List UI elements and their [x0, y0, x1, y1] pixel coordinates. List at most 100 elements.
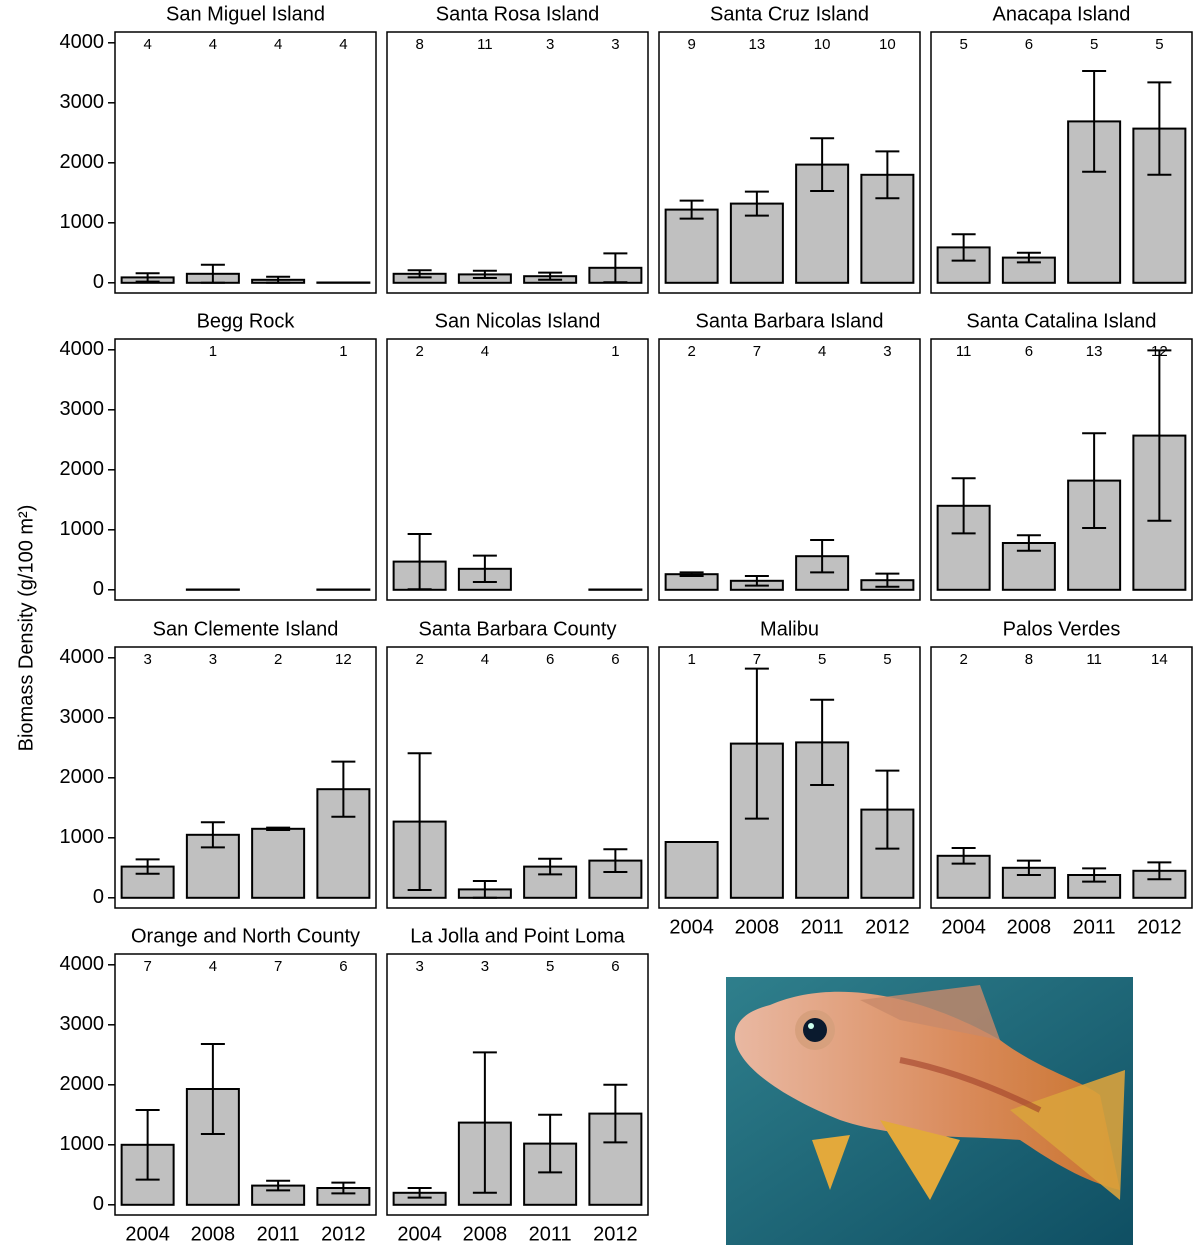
y-tick-label: 0 [93, 886, 104, 908]
count-label: 13 [749, 36, 766, 53]
y-tick-label: 4000 [60, 646, 105, 668]
count-label: 7 [143, 958, 151, 975]
x-tick-label: 2011 [1073, 916, 1116, 938]
count-label: 7 [274, 958, 282, 975]
count-label: 1 [209, 343, 217, 360]
count-label: 14 [1151, 651, 1168, 668]
count-label: 5 [883, 651, 891, 668]
x-tick-label: 2008 [1007, 916, 1052, 938]
figure: Biomass Density (g/100 m²) San Miguel Is… [0, 0, 1193, 1258]
count-label: 6 [611, 958, 619, 975]
count-label: 2 [415, 651, 423, 668]
y-tick-label: 2000 [60, 766, 105, 788]
count-label: 10 [814, 36, 831, 53]
y-tick-label: 4000 [60, 338, 105, 360]
x-tick-label: 2011 [529, 1223, 572, 1245]
panel-title: Santa Barbara Island [696, 310, 884, 332]
panel: Santa Barbara Island2743 [659, 310, 920, 600]
panel-title: Santa Rosa Island [436, 3, 599, 25]
count-label: 5 [546, 958, 554, 975]
y-tick-label: 1000 [60, 211, 105, 233]
x-tick-label: 2011 [801, 916, 844, 938]
bar [252, 829, 304, 898]
panel-title: Malibu [760, 618, 819, 640]
count-label: 5 [959, 36, 967, 53]
y-tick-label: 0 [93, 1193, 104, 1215]
y-tick-label: 3000 [60, 91, 105, 113]
fish-photo [726, 977, 1133, 1245]
count-label: 1 [687, 651, 695, 668]
y-tick-label: 4000 [60, 953, 105, 975]
count-label: 11 [477, 36, 493, 53]
bar [666, 842, 718, 898]
count-label: 3 [883, 343, 891, 360]
plot-frame [115, 339, 376, 600]
x-tick-label: 2008 [735, 916, 780, 938]
panel: Santa Barbara County2466 [387, 618, 648, 908]
count-label: 1 [339, 343, 347, 360]
count-label: 3 [611, 36, 619, 53]
count-label: 3 [209, 651, 217, 668]
panel-title: Santa Cruz Island [710, 3, 869, 25]
count-label: 11 [956, 343, 972, 360]
count-label: 8 [415, 36, 423, 53]
count-label: 3 [415, 958, 423, 975]
panel-title: Anacapa Island [993, 3, 1131, 25]
x-tick-label: 2008 [463, 1223, 508, 1245]
count-label: 5 [818, 651, 826, 668]
count-label: 2 [415, 343, 423, 360]
y-tick-label: 0 [93, 271, 104, 293]
y-tick-label: 2000 [60, 151, 105, 173]
count-label: 8 [1025, 651, 1033, 668]
panel: San Nicolas Island241 [387, 310, 648, 600]
x-tick-label: 2004 [669, 916, 714, 938]
x-tick-label: 2008 [191, 1223, 236, 1245]
y-tick-label: 3000 [60, 398, 105, 420]
count-label: 6 [1025, 36, 1033, 53]
count-label: 4 [143, 36, 151, 53]
count-label: 2 [687, 343, 695, 360]
count-label: 4 [481, 343, 489, 360]
count-label: 3 [546, 36, 554, 53]
panel-title: San Clemente Island [153, 618, 339, 640]
count-label: 4 [339, 36, 347, 53]
plot-frame [115, 32, 376, 293]
x-tick-label: 2011 [257, 1223, 300, 1245]
count-label: 4 [481, 651, 489, 668]
panel-title: Orange and North County [131, 925, 360, 947]
count-label: 3 [143, 651, 151, 668]
x-tick-label: 2004 [397, 1223, 442, 1245]
count-label: 3 [481, 958, 489, 975]
count-label: 2 [274, 651, 282, 668]
count-label: 5 [1155, 36, 1163, 53]
panel-title: La Jolla and Point Loma [410, 925, 625, 947]
count-label: 6 [339, 958, 347, 975]
y-tick-label: 0 [93, 578, 104, 600]
count-label: 4 [274, 36, 282, 53]
panel-title: San Miguel Island [166, 3, 325, 25]
count-label: 13 [1086, 343, 1103, 360]
count-label: 10 [879, 36, 896, 53]
y-tick-label: 3000 [60, 706, 105, 728]
x-tick-label: 2012 [321, 1223, 366, 1245]
panel-title: Palos Verdes [1003, 618, 1121, 640]
count-label: 6 [1025, 343, 1033, 360]
count-label: 2 [959, 651, 967, 668]
x-tick-label: 2012 [1137, 916, 1182, 938]
x-tick-label: 2004 [125, 1223, 170, 1245]
plot-frame [659, 339, 920, 600]
y-tick-label: 1000 [60, 826, 105, 848]
count-label: 4 [209, 36, 217, 53]
count-label: 11 [1086, 651, 1102, 668]
x-tick-label: 2012 [593, 1223, 638, 1245]
panel: Orange and North County01000200030004000… [60, 925, 377, 1245]
panel-title: San Nicolas Island [435, 310, 601, 332]
count-label: 6 [611, 651, 619, 668]
panel: Santa Rosa Island 8 11 3 3 [387, 3, 648, 293]
panel-title: Santa Catalina Island [966, 310, 1156, 332]
